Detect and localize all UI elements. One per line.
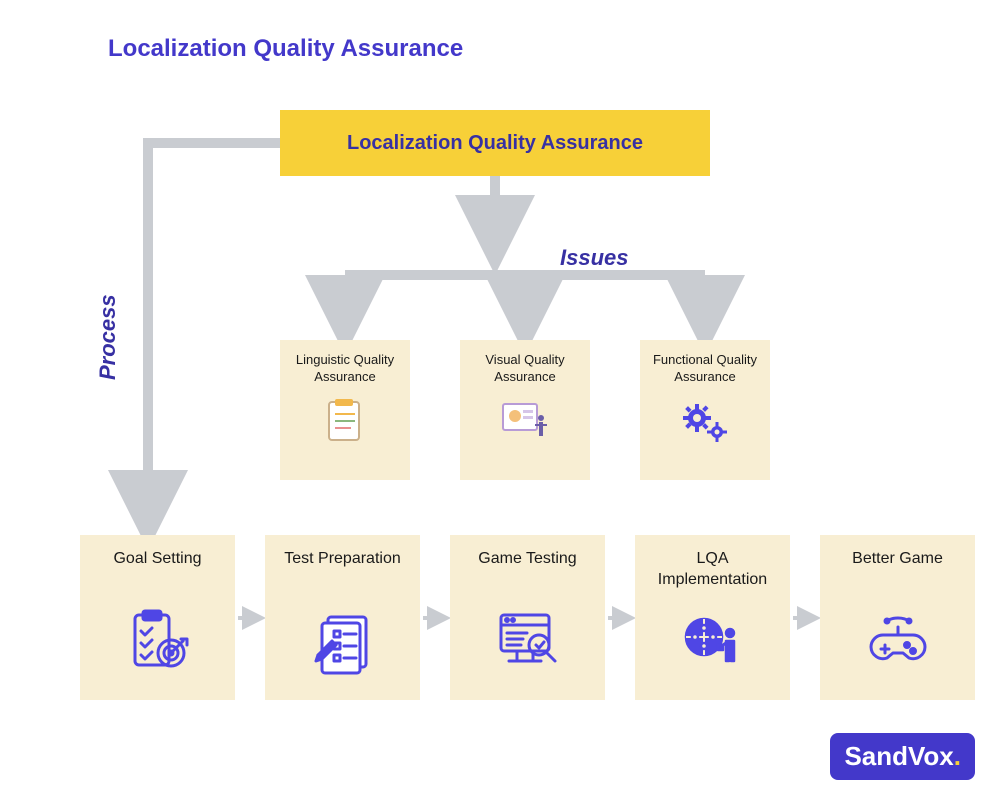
- process-card-lqa-implementation: LQA Implementation: [635, 535, 790, 700]
- issue-label: Visual Quality Assurance: [468, 352, 582, 386]
- issue-card-linguistic: Linguistic Quality Assurance: [280, 340, 410, 480]
- page-title: Localization Quality Assurance: [108, 35, 463, 63]
- brand-logo: SandVox.: [830, 733, 975, 780]
- issue-label: Functional Quality Assurance: [648, 352, 762, 386]
- process-card-better-game: Better Game: [820, 535, 975, 700]
- puzzle-person-icon: [678, 605, 748, 675]
- main-topic-label: Localization Quality Assurance: [347, 132, 643, 155]
- issue-label: Linguistic Quality Assurance: [288, 352, 402, 386]
- screen-person-icon: [495, 396, 555, 446]
- process-label: Better Game: [852, 549, 943, 591]
- gamepad-icon: [863, 605, 933, 675]
- logo-dot: .: [954, 741, 961, 771]
- process-card-game-testing: Game Testing: [450, 535, 605, 700]
- logo-text: SandVox: [844, 741, 953, 771]
- process-card-test-preparation: Test Preparation: [265, 535, 420, 700]
- clipboard-target-icon: [123, 605, 193, 675]
- issue-card-functional: Functional Quality Assurance: [640, 340, 770, 480]
- process-card-goal-setting: Goal Setting: [80, 535, 235, 700]
- process-branch-label: Process: [95, 294, 121, 380]
- gears-icon: [675, 396, 735, 446]
- process-label: LQA Implementation: [645, 549, 780, 591]
- clipboard-notes-icon: [315, 396, 375, 446]
- process-label: Game Testing: [478, 549, 576, 591]
- process-label: Goal Setting: [113, 549, 201, 591]
- checklist-pencil-icon: [308, 605, 378, 675]
- issues-branch-label: Issues: [560, 245, 629, 271]
- issue-card-visual: Visual Quality Assurance: [460, 340, 590, 480]
- process-label: Test Preparation: [284, 549, 401, 591]
- monitor-search-icon: [493, 605, 563, 675]
- main-topic-box: Localization Quality Assurance: [280, 110, 710, 176]
